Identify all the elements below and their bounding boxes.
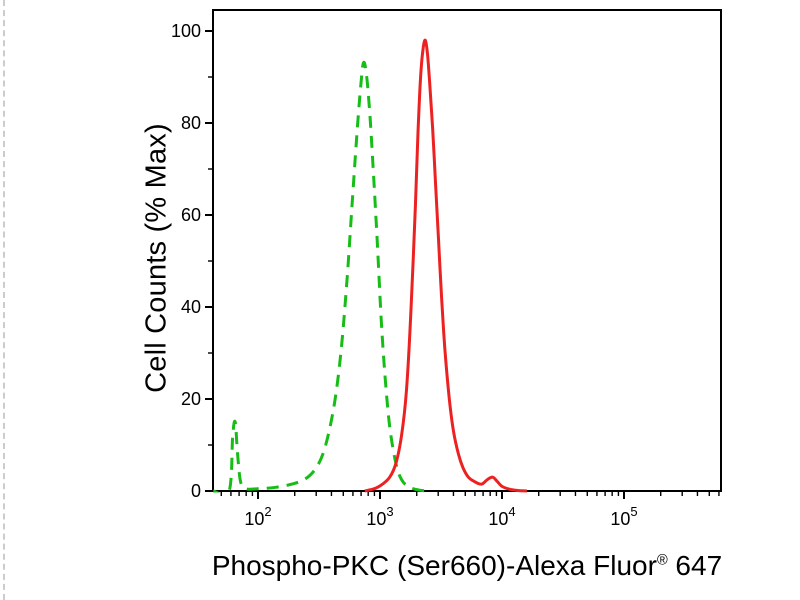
plot-border: [212, 9, 722, 492]
y-tick-label: 60: [181, 205, 201, 225]
y-tick-label: 0: [191, 481, 201, 501]
x-tick-label: 105: [610, 504, 637, 529]
x-tick-label: 104: [488, 504, 515, 529]
x-tick-label: 103: [366, 504, 393, 529]
x-tick-label: 102: [244, 504, 271, 529]
y-tick-label: 80: [181, 113, 201, 133]
x-axis-label-text: Phospho-PKC (Ser660)-Alexa Fluor: [211, 550, 657, 581]
y-tick-label: 40: [181, 297, 201, 317]
y-tick-label: 20: [181, 389, 201, 409]
control-green-dashed-curve: [212, 60, 427, 493]
sample-red-solid-curve: [364, 38, 527, 493]
x-axis-label: Phospho-PKC (Ser660)-Alexa Fluor® 647: [212, 550, 722, 582]
left-edge-dashed-line: [3, 0, 5, 600]
registered-trademark-icon: ®: [656, 552, 668, 569]
y-tick-label: 100: [171, 21, 201, 41]
x-axis-label-suffix: 647: [667, 550, 723, 581]
